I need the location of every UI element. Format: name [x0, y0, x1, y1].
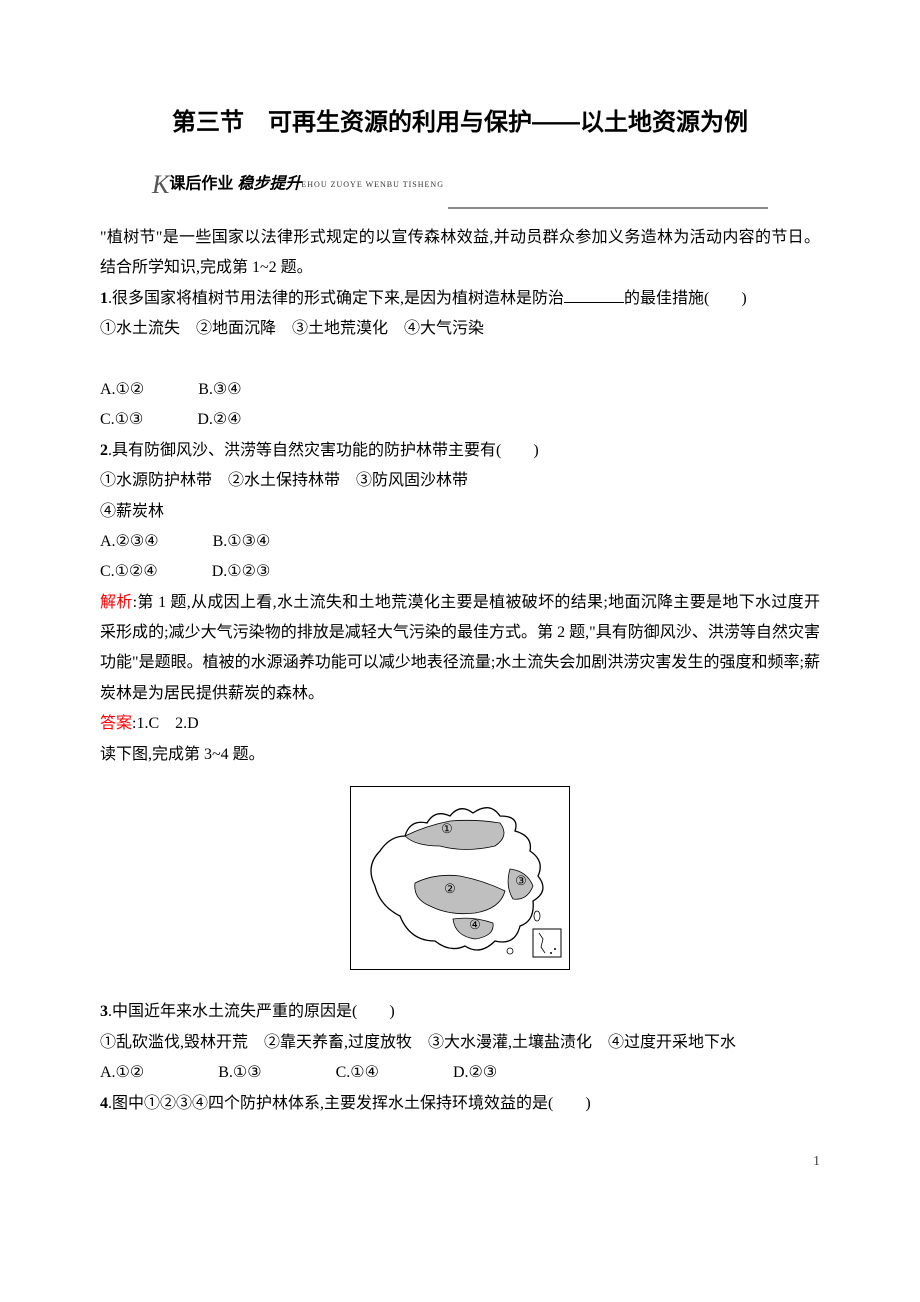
q1-stem: 1.很多国家将植树节用法律的形式确定下来,是因为植树造林是防治 的最佳措施( ) [100, 284, 820, 314]
map-frame: ① ② ③ ④ [350, 786, 570, 970]
china-map-icon: ① ② ③ ④ [355, 791, 565, 961]
q3-stem: 3.中国近年来水土流失严重的原因是( ) [100, 997, 820, 1027]
q1-opt-d: D.②④ [197, 405, 241, 435]
q2-opt-c: C.①②④ [100, 557, 158, 587]
section-banner: K课后作业 稳步提升EHOU ZUOYE WENBU TISHENG [100, 160, 820, 209]
explain-label: 解析 [100, 594, 133, 611]
svg-text:①: ① [441, 821, 453, 836]
q1-number: 1 [100, 290, 108, 307]
q1-stem-after: 的最佳措施( ) [624, 290, 747, 307]
svg-text:②: ② [444, 881, 456, 896]
q2-stem: 2.具有防御风沙、洪涝等自然灾害功能的防护林带主要有( ) [100, 436, 820, 466]
q3-opt-b: B.①③ [218, 1058, 261, 1088]
q3-opt-d: D.②③ [453, 1058, 497, 1088]
q2-opt-d: D.①②③ [212, 557, 271, 587]
q2-options-row1: A.②③④ B.①③④ [100, 527, 820, 557]
q1-opt-a: A.①② [100, 375, 144, 405]
q1-blank [564, 286, 624, 303]
answer-text: :1.C 2.D [132, 715, 199, 732]
banner-sub-text: 稳步提升 [237, 175, 301, 192]
q2-options-row2: C.①②④ D.①②③ [100, 557, 820, 587]
q3-opt-a: A.①② [100, 1058, 144, 1088]
q3-opt-c: C.①④ [336, 1058, 379, 1088]
answer: 答案:1.C 2.D [100, 709, 820, 739]
q2-opt-a: A.②③④ [100, 527, 159, 557]
q4-stem: 4.图中①②③④四个防护林体系,主要发挥水土保持环境效益的是( ) [100, 1089, 820, 1119]
q2-number: 2 [100, 442, 108, 459]
map-figure: ① ② ③ ④ [100, 786, 820, 981]
q2-stem-text: .具有防御风沙、洪涝等自然灾害功能的防护林带主要有( ) [108, 442, 539, 459]
q1-options-row1: A.①② B.③④ [100, 375, 820, 405]
banner-main-text: 课后作业 [169, 175, 233, 192]
q3-options: A.①② B.①③ C.①④ D.②③ [100, 1058, 820, 1088]
page-title: 第三节 可再生资源的利用与保护——以土地资源为例 [100, 100, 820, 146]
answer-label: 答案 [100, 715, 132, 732]
explanation: 解析:第 1 题,从成因上看,水土流失和土地荒漠化主要是植被破坏的结果;地面沉降… [100, 588, 820, 710]
explain-text: :第 1 题,从成因上看,水土流失和土地荒漠化主要是植被破坏的结果;地面沉降主要… [100, 594, 820, 702]
svg-text:③: ③ [515, 873, 527, 888]
q3-stem-text: .中国近年来水土流失严重的原因是( ) [108, 1003, 395, 1020]
q1-items: ①水土流失 ②地面沉降 ③土地荒漠化 ④大气污染 [100, 314, 820, 344]
q1-opt-b: B.③④ [198, 375, 241, 405]
q4-stem-text: .图中①②③④四个防护林体系,主要发挥水土保持环境效益的是( ) [108, 1095, 591, 1112]
q3-number: 3 [100, 1003, 108, 1020]
q2-items-1: ①水源防护林带 ②水土保持林带 ③防风固沙林带 [100, 466, 820, 496]
q4-number: 4 [100, 1095, 108, 1112]
banner-pinyin: EHOU ZUOYE WENBU TISHENG [301, 180, 444, 189]
page-number: 1 [100, 1149, 820, 1176]
svg-text:④: ④ [469, 917, 481, 932]
figure-intro: 读下图,完成第 3~4 题。 [100, 740, 820, 770]
spacer [100, 345, 820, 375]
q2-opt-b: B.①③④ [213, 527, 271, 557]
q1-opt-c: C.①③ [100, 405, 143, 435]
banner-letter: K [152, 170, 169, 199]
intro-text: "植树节"是一些国家以法律形式规定的以宣传森林效益,并动员群众参加义务造林为活动… [100, 223, 820, 284]
banner-underline [448, 207, 768, 209]
q3-items: ①乱砍滥伐,毁林开荒 ②靠天养畜,过度放牧 ③大水漫灌,土壤盐渍化 ④过度开采地… [100, 1028, 820, 1058]
q2-items-2: ④薪炭林 [100, 497, 820, 527]
q1-stem-before: .很多国家将植树节用法律的形式确定下来,是因为植树造林是防治 [108, 290, 564, 307]
q1-options-row2: C.①③ D.②④ [100, 405, 820, 435]
